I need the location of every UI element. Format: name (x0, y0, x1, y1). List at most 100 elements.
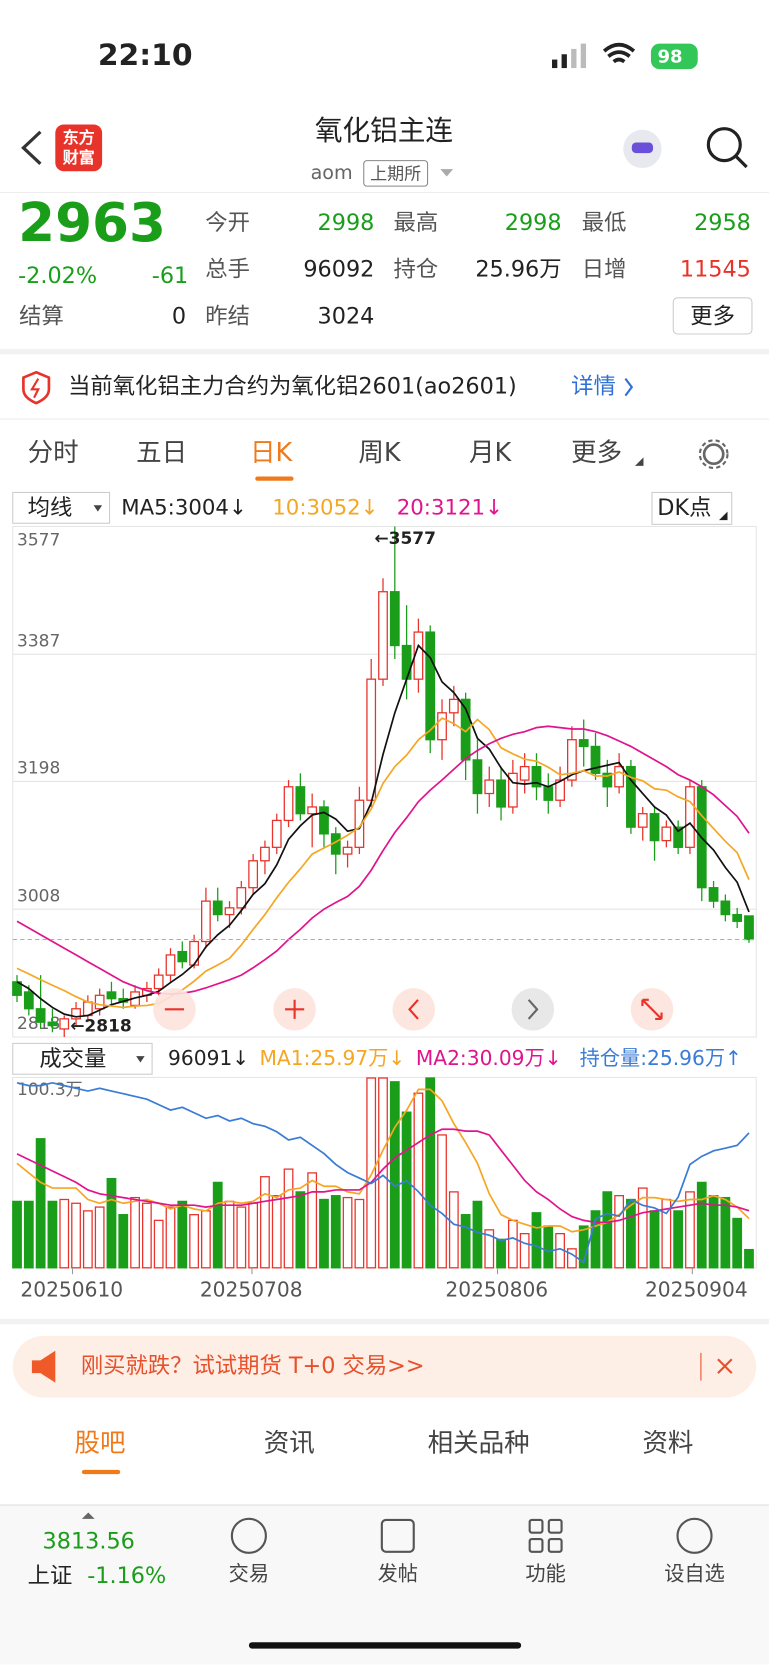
select-arrow (136, 1056, 145, 1063)
indicator: 成交量 (39, 1046, 106, 1072)
indicator-select[interactable] (12, 491, 111, 524)
ma-line (16, 717, 750, 1009)
separator (0, 348, 769, 355)
candle-body (507, 772, 518, 808)
separator (0, 1318, 769, 1325)
volume-bar (330, 1195, 341, 1269)
nav-item[interactable]: 功能 (525, 1562, 565, 1586)
candle-body (555, 779, 565, 801)
banner-close[interactable] (717, 1358, 733, 1374)
logo-text: 财富 (63, 148, 95, 167)
y-tick-label: 2818 (17, 1014, 60, 1034)
prev[interactable] (392, 988, 436, 1031)
volume-bar (153, 1219, 164, 1269)
icon (641, 998, 663, 1020)
field-value: 11545 (680, 257, 751, 283)
volume-bar (484, 1229, 495, 1269)
sub-tab-underline (81, 1469, 121, 1475)
more-button[interactable] (672, 297, 753, 335)
volume-bar (319, 1198, 329, 1269)
tab[interactable]: 周K (358, 438, 402, 468)
search[interactable] (706, 127, 742, 163)
nav-item[interactable]: 设自选 (664, 1562, 725, 1586)
volume-bar (177, 1200, 188, 1269)
volume-bar (354, 1198, 365, 1269)
tab[interactable]: 五日 (136, 438, 187, 468)
candle-body (590, 745, 601, 774)
index-name: 上证 (28, 1563, 73, 1589)
notice-text: 当前氧化铝主力合约为氧化铝2601(ao2601) (68, 374, 517, 400)
back[interactable] (21, 130, 42, 165)
dropdown[interactable] (440, 169, 454, 177)
volume-bar (201, 1210, 211, 1269)
wifi (602, 42, 636, 64)
link-arrow (624, 378, 634, 397)
legend: MA5:3004↓ (121, 495, 247, 520)
notice-icon (22, 370, 51, 405)
volume-bar (626, 1198, 636, 1269)
indicator-select[interactable] (12, 1042, 153, 1075)
candle-body (212, 900, 223, 916)
tab-active[interactable]: 日K (250, 438, 294, 468)
volume-bar (94, 1206, 105, 1269)
volume-bar (425, 1077, 436, 1269)
volume-bar (708, 1195, 719, 1269)
charts: 3577 3387 3198 3008 2818 ←3577 ←2818 MA5:3004↓ 1… (12, 495, 757, 1302)
tab[interactable]: 分时 (28, 438, 79, 468)
tab[interactable]: 更多 (571, 438, 622, 468)
date-label: 20250708 (200, 1278, 303, 1302)
battery (650, 43, 698, 70)
volume-bar (118, 1214, 129, 1269)
candle-body (378, 591, 388, 680)
y-tick-label: 3577 (17, 530, 60, 550)
nav-item[interactable]: 交易 (229, 1562, 269, 1586)
volume-bar (472, 1200, 483, 1269)
candle-body (661, 826, 672, 842)
volume-bar (106, 1177, 117, 1269)
volume-bar (283, 1168, 294, 1269)
megaphone (31, 1350, 56, 1383)
notice-link[interactable]: 详情 (571, 374, 616, 400)
volume-bar (212, 1181, 223, 1269)
candle-body (106, 991, 117, 1000)
field-value: 96092 (303, 257, 374, 283)
banner[interactable] (12, 1335, 757, 1398)
volume-bar (260, 1176, 270, 1269)
volume-bar (696, 1181, 707, 1269)
settings[interactable] (702, 443, 725, 466)
volume-bar (307, 1172, 318, 1269)
candle-body (614, 765, 625, 788)
more-label: 更多 (690, 303, 735, 329)
next[interactable] (511, 988, 555, 1031)
bottom-bar (0, 1504, 769, 1665)
candle-body (354, 799, 365, 848)
volume-bar (23, 1200, 34, 1269)
dk-button[interactable] (651, 491, 733, 525)
tab[interactable]: 月K (469, 438, 513, 468)
candle-body (389, 591, 400, 647)
y-tick-label: 3008 (17, 886, 60, 906)
field-label: 日增 (582, 257, 627, 283)
candle-body (720, 900, 731, 916)
candle-body (496, 779, 506, 808)
volume-bar (71, 1202, 81, 1269)
candle-body (543, 786, 554, 801)
ma-line (16, 725, 750, 995)
sub-tab[interactable]: 相关品种 (428, 1428, 530, 1458)
title: 氧化铝主连 (315, 114, 453, 147)
dk-label: DK点 (657, 495, 711, 521)
candle-body (366, 678, 377, 801)
sub-tab-active[interactable]: 股吧 (74, 1428, 125, 1458)
post-icon (380, 1518, 415, 1553)
volume-bar (271, 1195, 282, 1269)
notice-bolt (30, 378, 41, 399)
nav-item[interactable]: 发帖 (378, 1562, 418, 1586)
ma-line (16, 643, 750, 1018)
date-label: 20250610 (20, 1278, 123, 1302)
y-tick-label: 3198 (17, 759, 60, 779)
change: -61 (152, 263, 188, 289)
sub-tab[interactable]: 资料 (642, 1428, 693, 1458)
candle-body (637, 813, 648, 828)
candle-body (260, 846, 270, 862)
sub-tab[interactable]: 资讯 (264, 1428, 315, 1458)
